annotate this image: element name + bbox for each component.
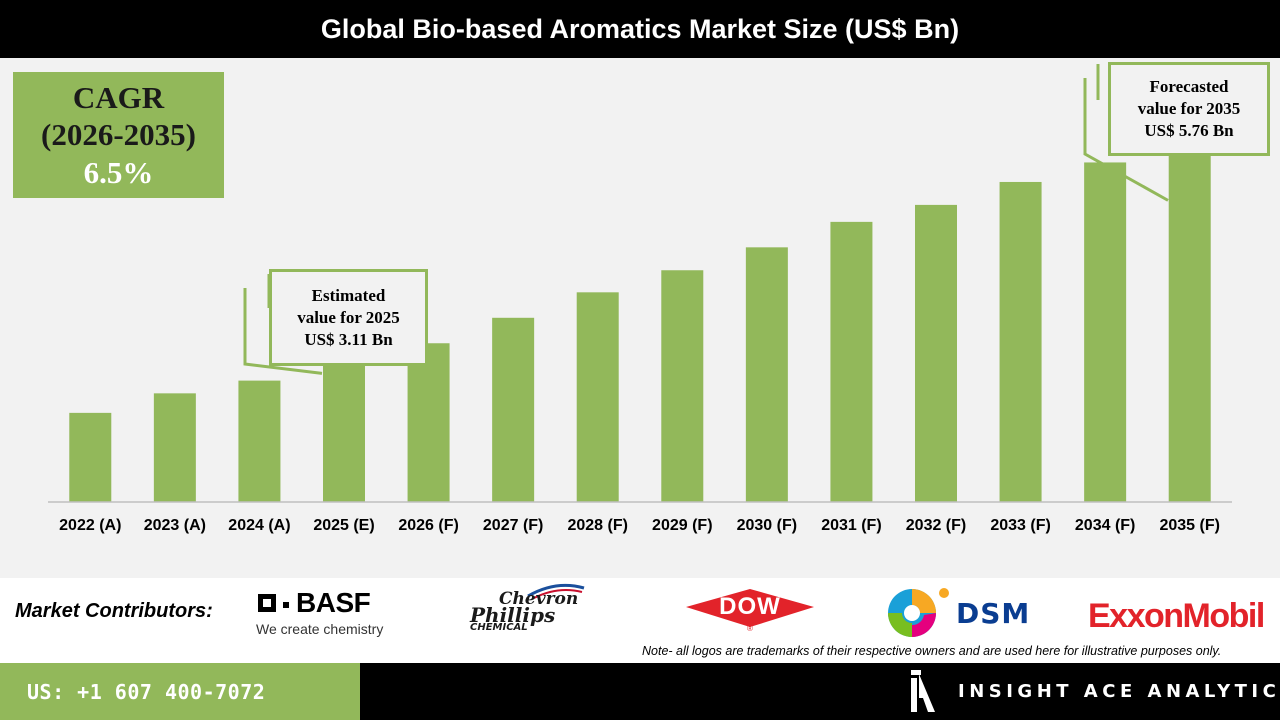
dsm-logo: DSM (880, 585, 1050, 643)
chart-area: 2022 (A) 2023 (A) 2024 (A) 2025 (E) 2026 (F)… (0, 58, 1280, 578)
x-tick-label: 2031 (F) (821, 517, 881, 534)
bar-2030-f (745, 247, 788, 502)
dow-diamond-icon: ® (686, 589, 814, 633)
callout-est-line2: value for 2025 (297, 307, 400, 327)
bar-2032-f (915, 204, 957, 502)
bar-2026-f (407, 343, 450, 502)
bar-2033-f (999, 181, 1042, 503)
callout-est-line3: US$ 3.11 Bn (304, 329, 393, 349)
dsm-swirl-icon (888, 588, 949, 637)
forecasted-callout-leader (1083, 78, 1169, 202)
basf-square-icon (258, 594, 276, 612)
bar-2029-f (661, 270, 704, 502)
basf-dot-icon (283, 602, 289, 608)
bar-2031-f (830, 221, 873, 502)
bar-2027-f (492, 317, 535, 502)
bar-2025-e (323, 365, 365, 502)
cagr-box: CAGR (2026-2035) 6.5% (13, 72, 224, 198)
callout-fc-line3: US$ 5.76 Bn (1144, 121, 1234, 140)
chevron-line3: CHEMICAL (470, 622, 528, 633)
phone-number: US: +1 607 400-7072 (27, 679, 266, 704)
cagr-label: CAGR (72, 80, 165, 116)
callout-est-line1: Estimated (311, 285, 386, 305)
x-tick-label: 2030 (F) (737, 517, 797, 534)
bar-2035-f (1168, 140, 1211, 502)
x-tick-label: 2033 (F) (990, 517, 1050, 534)
x-tick-label: 2028 (F) (567, 517, 627, 534)
bar-chart: 2022 (A) 2023 (A) 2024 (A) 2025 (E) 2026 (F)… (48, 64, 1232, 534)
estimated-value-callout: Estimated value for 2025 US$ 3.11 Bn (269, 269, 428, 366)
bar-2024-a (238, 380, 281, 502)
x-tick-label: 2025 (E) (313, 517, 374, 534)
dsm-name: DSM (956, 597, 1031, 630)
chart-title: Global Bio-based Aromatics Market Size (… (0, 0, 1280, 58)
callout-fc-line1: Forecasted (1149, 77, 1229, 96)
x-tick-label: 2034 (F) (1075, 517, 1135, 534)
forecasted-value-callout: Forecasted value for 2035 US$ 5.76 Bn (1108, 62, 1270, 156)
chevron-line2: Phillips (470, 603, 556, 627)
trademark-note: Note- all logos are trademarks of their … (642, 644, 1222, 658)
market-contributors-label: Market Contributors: (15, 600, 213, 622)
dow-logo: ® DOW (682, 585, 820, 633)
brand-name: INSIGHT ACE ANALYTIC (958, 681, 1280, 702)
estimated-callout-leader (243, 288, 323, 375)
x-tick-label: 2022 (A) (59, 517, 121, 534)
x-tick-label: 2035 (F) (1159, 517, 1219, 534)
x-tick-label: 2024 (A) (228, 517, 290, 534)
cagr-period: (2026-2035) (41, 117, 196, 153)
x-tick-label: 2027 (F) (483, 517, 543, 534)
x-tick-label: 2023 (A) (144, 517, 206, 534)
cagr-value: 6.5% (83, 154, 154, 190)
chevron-swoosh-icon (527, 583, 585, 599)
x-tick-label: 2026 (F) (398, 517, 458, 534)
dow-registered-mark: ® (747, 624, 753, 633)
bar-2028-f (576, 292, 619, 502)
bar-2034-f (1084, 162, 1127, 502)
phone-box: US: +1 607 400-7072 (0, 663, 360, 720)
insight-ace-logo-icon (911, 670, 935, 712)
exxonmobil-logo: ExxonMobil (1088, 597, 1265, 635)
callout-fc-line2: value for 2035 (1137, 99, 1241, 118)
bar-2023-a (153, 393, 196, 502)
basf-name: BASF (296, 587, 371, 618)
basf-tagline: We create chemistry (256, 621, 384, 637)
logos-band (0, 578, 1280, 665)
chevron-line1: Chevron (499, 589, 579, 609)
bar-2022-a (69, 412, 112, 502)
x-tick-label: 2032 (F) (906, 517, 966, 534)
basf-logo: BASF We create chemistry (256, 587, 396, 640)
dow-name: DOW (719, 593, 781, 620)
chevron-phillips-logo: Chevron Phillips CHEMICAL (466, 583, 616, 638)
x-tick-label: 2029 (F) (652, 517, 712, 534)
